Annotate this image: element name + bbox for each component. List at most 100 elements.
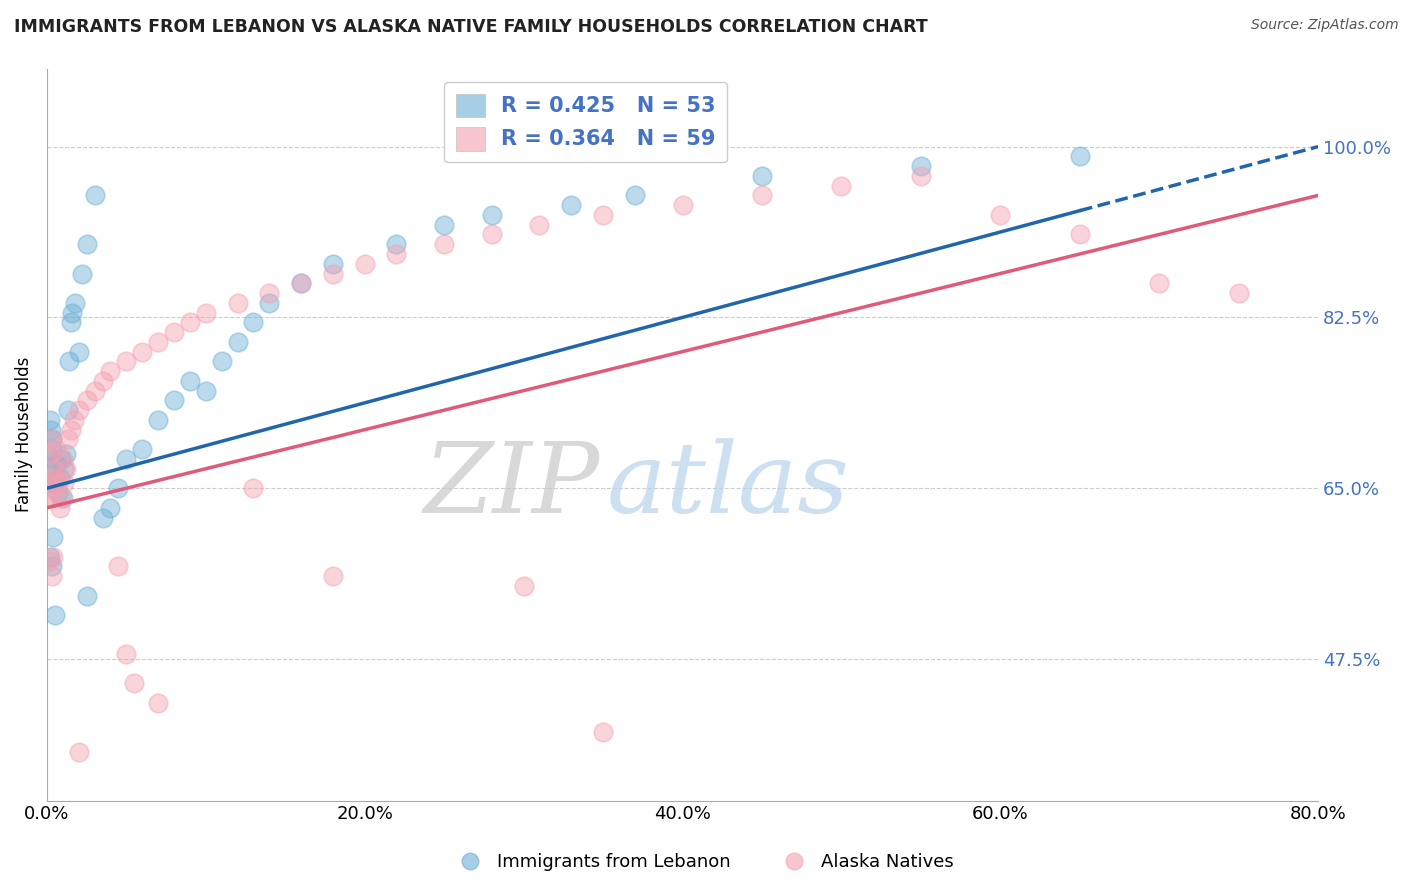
Point — [41, 433, 63, 447]
Point — [42, 476, 65, 491]
Point — [592, 208, 614, 222]
Point — [44, 471, 66, 485]
Point — [751, 169, 773, 183]
Point — [83, 384, 105, 398]
Legend: Immigrants from Lebanon, Alaska Natives: Immigrants from Lebanon, Alaska Natives — [444, 847, 962, 879]
Point — [910, 169, 932, 183]
Point — [41, 433, 63, 447]
Point — [592, 725, 614, 739]
Point — [42, 549, 65, 564]
Point — [107, 481, 129, 495]
Point — [163, 393, 186, 408]
Point — [146, 334, 169, 349]
Point — [115, 647, 138, 661]
Point — [107, 559, 129, 574]
Point — [39, 423, 62, 437]
Point — [322, 257, 344, 271]
Point — [53, 461, 76, 475]
Point — [52, 491, 75, 505]
Point — [46, 476, 69, 491]
Point — [42, 461, 65, 475]
Point — [259, 286, 281, 301]
Point — [39, 549, 62, 564]
Point — [76, 237, 98, 252]
Point — [290, 277, 312, 291]
Point — [100, 500, 122, 515]
Point — [45, 442, 67, 457]
Point — [115, 354, 138, 368]
Point — [60, 305, 83, 319]
Point — [131, 344, 153, 359]
Point — [751, 188, 773, 202]
Point — [76, 393, 98, 408]
Point — [433, 237, 456, 252]
Point — [39, 481, 62, 495]
Point — [39, 413, 62, 427]
Point — [44, 471, 66, 485]
Point — [55, 461, 77, 475]
Point — [91, 510, 114, 524]
Point — [41, 491, 63, 505]
Point — [124, 676, 146, 690]
Point — [91, 374, 114, 388]
Point — [115, 452, 138, 467]
Text: atlas: atlas — [606, 438, 849, 533]
Point — [242, 315, 264, 329]
Point — [179, 374, 201, 388]
Point — [52, 452, 75, 467]
Point — [44, 608, 66, 623]
Point — [481, 208, 503, 222]
Point — [67, 344, 90, 359]
Point — [194, 305, 217, 319]
Point — [76, 589, 98, 603]
Point — [37, 461, 59, 475]
Point — [353, 257, 375, 271]
Legend: R = 0.425   N = 53, R = 0.364   N = 59: R = 0.425 N = 53, R = 0.364 N = 59 — [444, 82, 727, 162]
Point — [59, 423, 82, 437]
Point — [67, 745, 90, 759]
Point — [211, 354, 233, 368]
Point — [41, 442, 63, 457]
Point — [560, 198, 582, 212]
Point — [259, 295, 281, 310]
Point — [290, 277, 312, 291]
Point — [671, 198, 693, 212]
Point — [1227, 286, 1250, 301]
Point — [1069, 227, 1091, 242]
Point — [39, 447, 62, 461]
Point — [194, 384, 217, 398]
Point — [63, 413, 86, 427]
Point — [46, 486, 69, 500]
Point — [433, 218, 456, 232]
Point — [45, 457, 67, 471]
Point — [163, 325, 186, 339]
Point — [1147, 277, 1170, 291]
Point — [53, 476, 76, 491]
Point — [131, 442, 153, 457]
Point — [179, 315, 201, 329]
Point — [988, 208, 1011, 222]
Point — [481, 227, 503, 242]
Point — [41, 569, 63, 583]
Point — [385, 237, 408, 252]
Point — [48, 500, 70, 515]
Point — [56, 433, 79, 447]
Point — [242, 481, 264, 495]
Point — [37, 491, 59, 505]
Point — [910, 159, 932, 173]
Point — [1069, 149, 1091, 163]
Text: ZIP: ZIP — [423, 438, 600, 533]
Point — [70, 267, 93, 281]
Point — [39, 554, 62, 568]
Point — [48, 471, 70, 485]
Point — [100, 364, 122, 378]
Point — [51, 491, 73, 505]
Point — [55, 447, 77, 461]
Point — [65, 295, 87, 310]
Text: IMMIGRANTS FROM LEBANON VS ALASKA NATIVE FAMILY HOUSEHOLDS CORRELATION CHART: IMMIGRANTS FROM LEBANON VS ALASKA NATIVE… — [14, 18, 928, 36]
Y-axis label: Family Households: Family Households — [15, 357, 32, 512]
Point — [624, 188, 647, 202]
Point — [51, 452, 73, 467]
Point — [512, 579, 534, 593]
Point — [83, 188, 105, 202]
